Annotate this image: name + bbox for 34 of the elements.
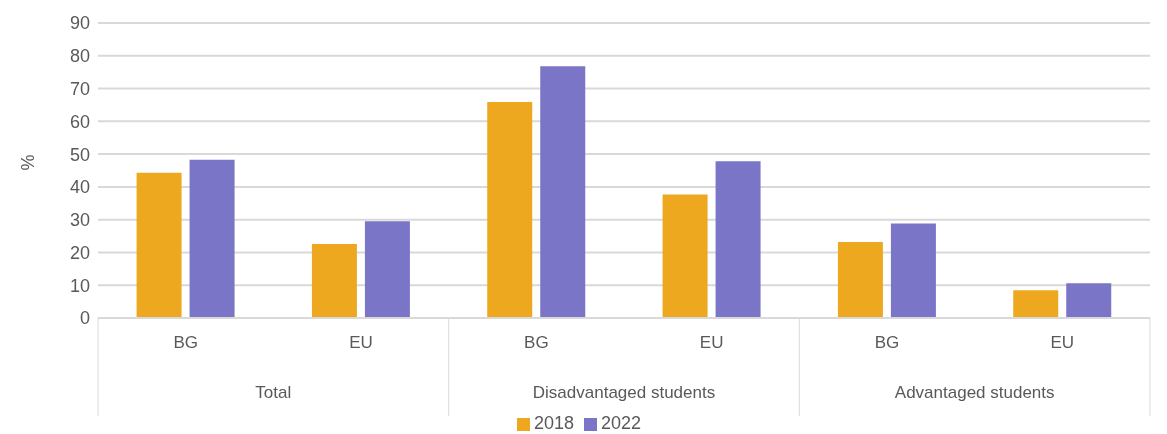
x-tick-label: BG [874, 333, 900, 352]
bar [890, 223, 936, 318]
bar [540, 66, 586, 318]
x-tick-label: EU [699, 333, 724, 352]
x-tick-label: EU [349, 333, 373, 352]
x-tick-label: BG [173, 333, 198, 352]
y-tick-label: 90 [69, 13, 90, 34]
y-tick-label: 20 [69, 242, 90, 263]
y-axis-title: % [18, 154, 39, 171]
bar [1013, 290, 1059, 318]
y-tick-label: 80 [69, 46, 90, 67]
legend-label: 2022 [601, 413, 642, 433]
bar [311, 243, 357, 318]
bar [715, 161, 761, 318]
bar [837, 241, 883, 318]
bar [1066, 283, 1112, 318]
y-tick-label: 60 [69, 111, 90, 132]
bar [189, 159, 235, 318]
text: Advantaged students [894, 383, 1055, 402]
bar [487, 101, 533, 318]
text: Total [255, 383, 292, 402]
y-tick-label: 70 [69, 78, 90, 99]
y-tick-label: 50 [69, 144, 90, 165]
bar [662, 194, 708, 318]
x-tick-label: EU [1050, 333, 1075, 352]
x-tick-label: BG [524, 333, 549, 352]
text: Disadvantaged students [532, 383, 716, 402]
bar [364, 221, 410, 318]
y-tick-label: 0 [79, 308, 90, 329]
legend-label: 2018 [533, 413, 574, 433]
y-tick-label: 30 [69, 210, 90, 231]
bar [136, 172, 182, 318]
y-tick-label: 40 [69, 177, 90, 198]
y-tick-label: 10 [69, 275, 90, 296]
